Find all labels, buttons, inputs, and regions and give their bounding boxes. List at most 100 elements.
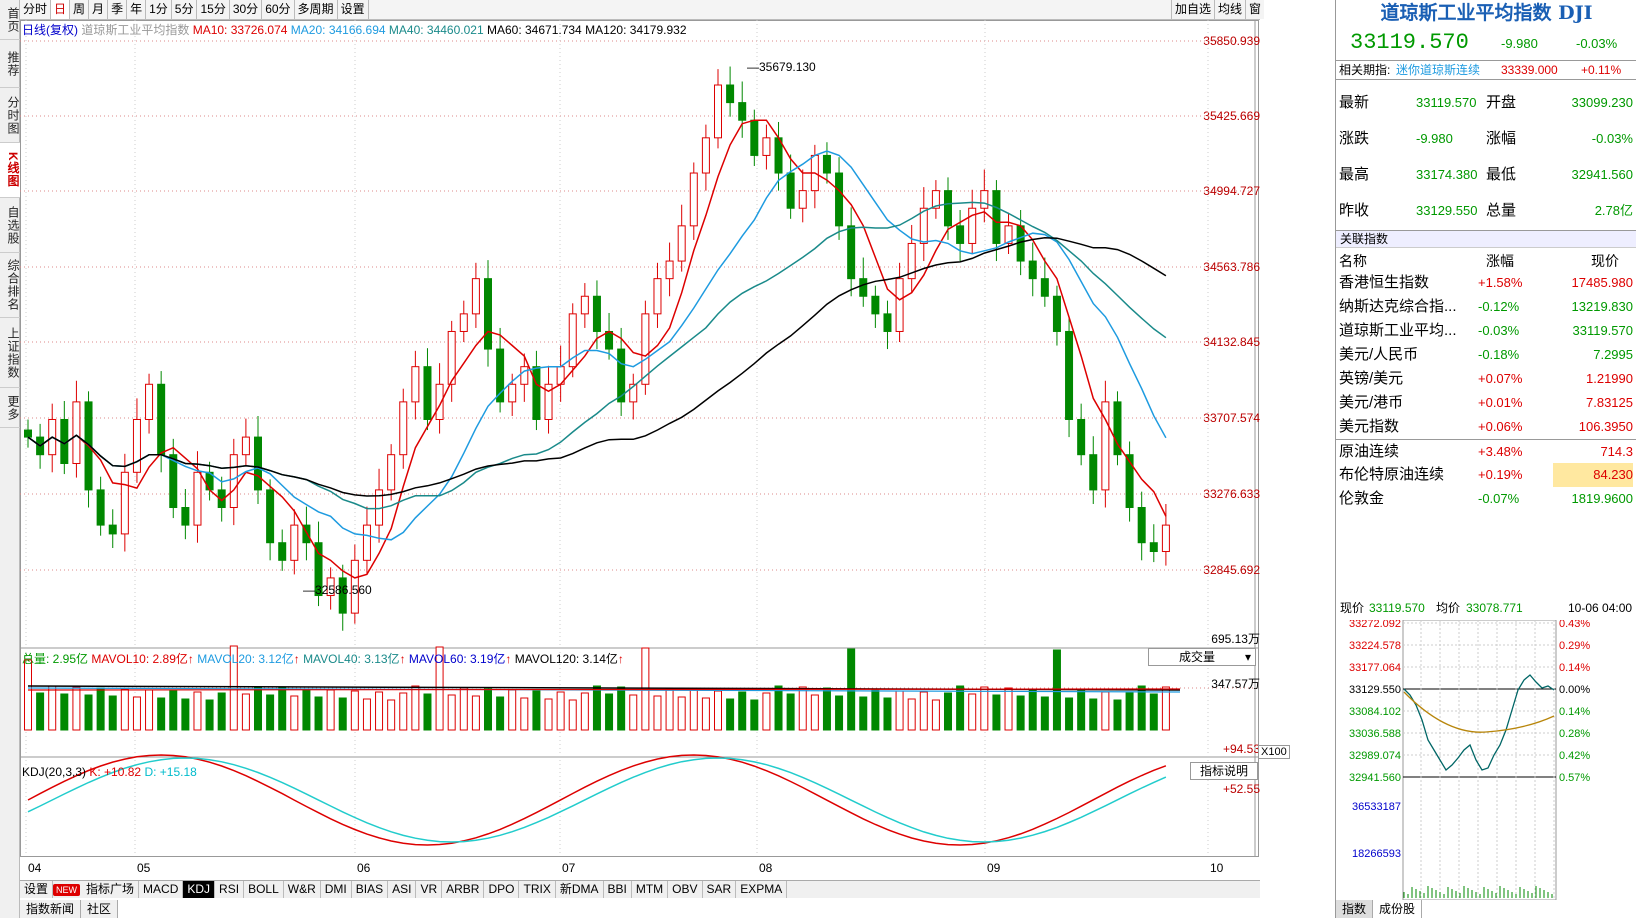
candle-body [689, 172, 698, 227]
price-axis-label: 32845.692 [1203, 563, 1260, 577]
volume-bar [1077, 690, 1086, 731]
volume-bar [992, 694, 1001, 731]
indicator-tab[interactable]: BBI [604, 881, 632, 898]
candle-body [871, 295, 880, 315]
indicator-tab[interactable]: TRIX [519, 881, 556, 898]
candle-body [968, 207, 977, 244]
period-tab[interactable]: 多周期 [294, 0, 338, 19]
candle-body [931, 190, 940, 209]
period-tab[interactable]: 60分 [262, 0, 295, 19]
kline-chart[interactable]: 35850.939 35425.669 34994.727 34563.786 3413… [20, 20, 1260, 878]
bottom-tab[interactable]: 社区 [81, 900, 119, 918]
volume-bar [701, 697, 710, 731]
rail-tab[interactable]: K线图 [0, 143, 20, 198]
rail-tab[interactable]: 自选股 [0, 198, 20, 253]
related-pct: +0.11% [1581, 63, 1622, 77]
period-tab[interactable]: 年 [127, 0, 147, 19]
period-tab[interactable]: 周 [70, 0, 90, 19]
indicator-tab[interactable]: RSI [215, 881, 245, 898]
mavol120: MAVOL120: 3.14亿 [514, 652, 618, 666]
toolbar-button[interactable]: 窗 [1244, 0, 1264, 19]
indicator-tab[interactable]: VR [416, 881, 443, 898]
related-index-row[interactable]: 原油连续 +3.48% 714.3 [1336, 439, 1636, 463]
indicator-tab[interactable]: OBV [668, 881, 703, 898]
related-index-row[interactable]: 纳斯达克综合指... -0.12% 13219.830 [1336, 295, 1636, 319]
rail-tab[interactable]: 更多 [0, 388, 20, 428]
candle-body [193, 471, 202, 526]
indicator-tab[interactable]: BIAS [352, 881, 389, 898]
candle-body [895, 278, 904, 332]
high-marker: —35679.130 [747, 60, 816, 74]
volume-bar [1149, 693, 1158, 731]
intraday-chart[interactable]: 33272.092 0.43% 33224.578 0.29% 33177.064 0.1… [1336, 620, 1636, 900]
period-tab[interactable]: 季 [108, 0, 128, 19]
quote-value: 33129.550 [1416, 203, 1478, 218]
related-futures[interactable]: 相关期指: 迷你道琼斯连续 33339.000 +0.11% [1336, 60, 1636, 80]
toolbar-button[interactable]: 均线 [1213, 0, 1245, 19]
bottom-tab[interactable]: 指数新闻 [20, 900, 82, 918]
indicator-tab[interactable]: DPO [484, 881, 520, 898]
indicator-explain-button[interactable]: 指标说明 [1190, 762, 1258, 780]
quote-row: 最新 33119.570 开盘 33099.230 [1336, 86, 1636, 120]
related-index-row[interactable]: 美元/港币 +0.01% 7.83125 [1336, 391, 1636, 415]
candle-body [520, 366, 529, 385]
period-tab[interactable]: 1分 [146, 0, 172, 19]
rail-tab[interactable]: 推荐 [0, 40, 20, 88]
volume-bar [605, 693, 614, 731]
volume-bar [968, 693, 977, 731]
toolbar-button[interactable]: 加自选 [1170, 0, 1214, 19]
indicator-tab[interactable]: 设置 [20, 881, 54, 898]
period-tab[interactable]: 5分 [171, 0, 198, 19]
indicator-tab[interactable]: 新DMA [556, 881, 604, 898]
candle-body [738, 102, 747, 121]
volume-bar [544, 698, 553, 731]
rail-tab[interactable]: 上证指数 [0, 318, 20, 388]
related-index-row[interactable]: 布伦特原油连续 +0.19% 84.230 [1336, 463, 1636, 487]
volume-bar [326, 689, 335, 731]
rail-tab[interactable]: 首页 [0, 0, 20, 40]
indicator-tab[interactable]: BOLL [244, 881, 284, 898]
mini-frame [1402, 620, 1557, 900]
indicator-tab[interactable]: ASI [388, 881, 417, 898]
kdj-k-line [27, 754, 1167, 846]
indicator-tab[interactable]: ARBR [442, 881, 485, 898]
vol-legend: 总量: 2.95亿 MAVOL10: 2.89亿↑ MAVOL20: 3.12亿… [22, 650, 624, 667]
period-tab[interactable]: 月 [89, 0, 109, 19]
indicator-tab[interactable]: 指标广场 [82, 881, 140, 898]
related-index-row[interactable]: 美元/人民币 -0.18% 7.2995 [1336, 343, 1636, 367]
price-axis-label: 33276.633 [1203, 487, 1260, 501]
candle-body [653, 278, 662, 315]
related-index-row[interactable]: 伦敦金 -0.07% 1819.9600 [1336, 487, 1636, 511]
related-index-row[interactable]: 香港恒生指数 +1.58% 17485.980 [1336, 271, 1636, 295]
rail-tab[interactable]: 综合排名 [0, 253, 20, 318]
indicator-tab[interactable]: MACD [139, 881, 184, 898]
mini-left-axis: 33224.578 [1349, 640, 1401, 652]
indicator-tab[interactable]: EXPMA [736, 881, 788, 898]
candle-body [859, 278, 868, 297]
quote-panel-tab[interactable]: 成份股 [1373, 900, 1423, 918]
period-tab[interactable]: 设置 [337, 0, 369, 19]
related-name[interactable]: 迷你道琼斯连续 [1396, 63, 1481, 77]
period-tab[interactable]: 日 [51, 0, 71, 19]
indicator-tab[interactable]: W&R [284, 881, 321, 898]
quote-panel-tab[interactable]: 指数 [1336, 900, 1374, 918]
quote-value: 33119.570 [1416, 95, 1477, 110]
rail-tab[interactable]: 分时图 [0, 88, 20, 143]
related-index-row[interactable]: 美元指数 +0.06% 106.3950 [1336, 415, 1636, 439]
indicator-tab[interactable]: SAR [703, 881, 737, 898]
quote-label: 涨跌 [1339, 130, 1370, 147]
related-index-row[interactable]: 道琼斯工业平均... -0.03% 33119.570 [1336, 319, 1636, 343]
period-tab[interactable]: 分时 [20, 0, 52, 19]
indicator-tab[interactable]: MTM [632, 881, 669, 898]
volume-select-label: 成交量 [1179, 650, 1216, 664]
volume-bar [241, 693, 250, 731]
indicator-tab[interactable]: KDJ [183, 881, 216, 898]
indicator-tab[interactable]: DMI [321, 881, 352, 898]
period-tab[interactable]: 30分 [229, 0, 263, 19]
quote-value: 33099.230 [1571, 95, 1633, 110]
new-badge: NEW [53, 884, 81, 896]
volume-select[interactable]: 成交量 ▾ [1148, 648, 1256, 666]
related-index-row[interactable]: 英镑/美元 +0.07% 1.21990 [1336, 367, 1636, 391]
up-arrow: ↑ [505, 652, 512, 666]
period-tab[interactable]: 15分 [197, 0, 230, 19]
